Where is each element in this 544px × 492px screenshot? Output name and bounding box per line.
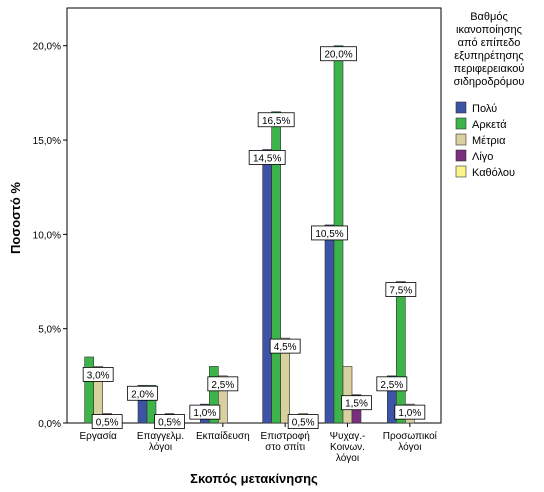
legend: Βαθμός ικανοποίησης από επίπεδο εξυπηρέτηση… <box>454 11 525 179</box>
bar <box>280 337 290 424</box>
x-tick-label: Προσωπικοί λόγοι <box>383 430 438 453</box>
data-label-box <box>257 112 295 128</box>
y-tick-label: 20,0% <box>33 42 61 53</box>
data-label: 20,0% <box>324 50 352 61</box>
data-label: 0,5% <box>96 418 119 429</box>
legend-label: Αρκετά <box>472 119 507 131</box>
data-label-box <box>341 395 372 411</box>
bar <box>342 366 353 424</box>
data-label: 1,5% <box>345 399 368 410</box>
x-tick-label: Επιστροφή στο σπίτι <box>261 430 310 453</box>
data-label-box <box>154 414 185 429</box>
y-tick-label: 15,0% <box>33 136 61 147</box>
data-label-box <box>311 225 348 241</box>
data-label: 14,5% <box>253 153 281 164</box>
y-tick-label: 0,0% <box>38 419 61 430</box>
data-label: 1,0% <box>193 408 216 419</box>
legend-label: Καθόλου <box>472 167 515 179</box>
data-label-box <box>248 150 286 165</box>
x-axis-title: Σκοπός μετακίνησης <box>190 471 318 486</box>
legend-label: Λίγο <box>472 151 493 163</box>
data-label-box <box>207 376 239 392</box>
legend-title: Βαθμός ικανοποίησης από επίπεδο εξυπηρέτηση… <box>454 11 525 88</box>
data-label-box <box>127 385 158 401</box>
legend-label: Μέτρια <box>472 135 506 147</box>
bar <box>262 149 272 424</box>
data-label-box <box>287 414 319 429</box>
axes-layer: 0,0% 5,0% 10,0% 15,0% 20,0% Εργασία Επαγγελμ. λ… <box>33 7 442 464</box>
legend-swatch <box>455 149 467 162</box>
y-tick-label: 10,0% <box>33 230 61 241</box>
legend-swatch <box>455 117 467 130</box>
data-label: 0,5% <box>292 418 315 429</box>
bar <box>84 356 94 424</box>
data-label-box <box>385 282 417 297</box>
data-label: 2,5% <box>380 380 403 391</box>
data-label: 16,5% <box>262 116 290 127</box>
y-axis-title: Ποσοστό % <box>8 182 23 254</box>
data-label-box <box>269 338 301 354</box>
data-labels-layer: 3,0% 0,5% 2,0% 0,5% 1,0% 2,5% 16,5% 14,5% 4,5% 0,… <box>82 46 426 429</box>
plot-frame <box>66 7 442 424</box>
data-label: 1,0% <box>398 408 421 419</box>
x-tick-label: Εκπαίδευση <box>196 430 250 442</box>
data-label: 0,5% <box>158 418 181 429</box>
bar <box>218 375 228 424</box>
data-label: 4,5% <box>274 342 297 353</box>
data-label-box <box>394 404 426 420</box>
legend-label: Πολύ <box>472 103 497 115</box>
bar <box>271 111 281 424</box>
legend-swatch <box>455 165 467 178</box>
data-label: 2,5% <box>211 380 234 391</box>
x-tick-label: Εργασία <box>80 430 118 442</box>
data-label-box <box>189 404 221 420</box>
bar <box>324 224 335 424</box>
data-label: 2,0% <box>131 389 154 400</box>
bar <box>396 281 406 424</box>
data-label-box <box>320 46 357 62</box>
legend-swatch <box>455 133 467 146</box>
data-label: 3,0% <box>87 370 110 381</box>
x-tick-label: Επαγγελμ. λόγοι <box>137 431 184 453</box>
data-label-box <box>91 414 123 429</box>
legend-swatch <box>455 101 467 114</box>
data-label-box <box>82 367 114 382</box>
x-tick-label: Ψυχαγ.-Κοινων. λόγοι <box>330 431 366 464</box>
bar <box>146 384 157 424</box>
y-tick-label: 5,0% <box>38 325 61 336</box>
data-label: 7,5% <box>389 286 412 297</box>
data-label-box <box>376 376 408 392</box>
data-label: 10,5% <box>315 229 343 240</box>
